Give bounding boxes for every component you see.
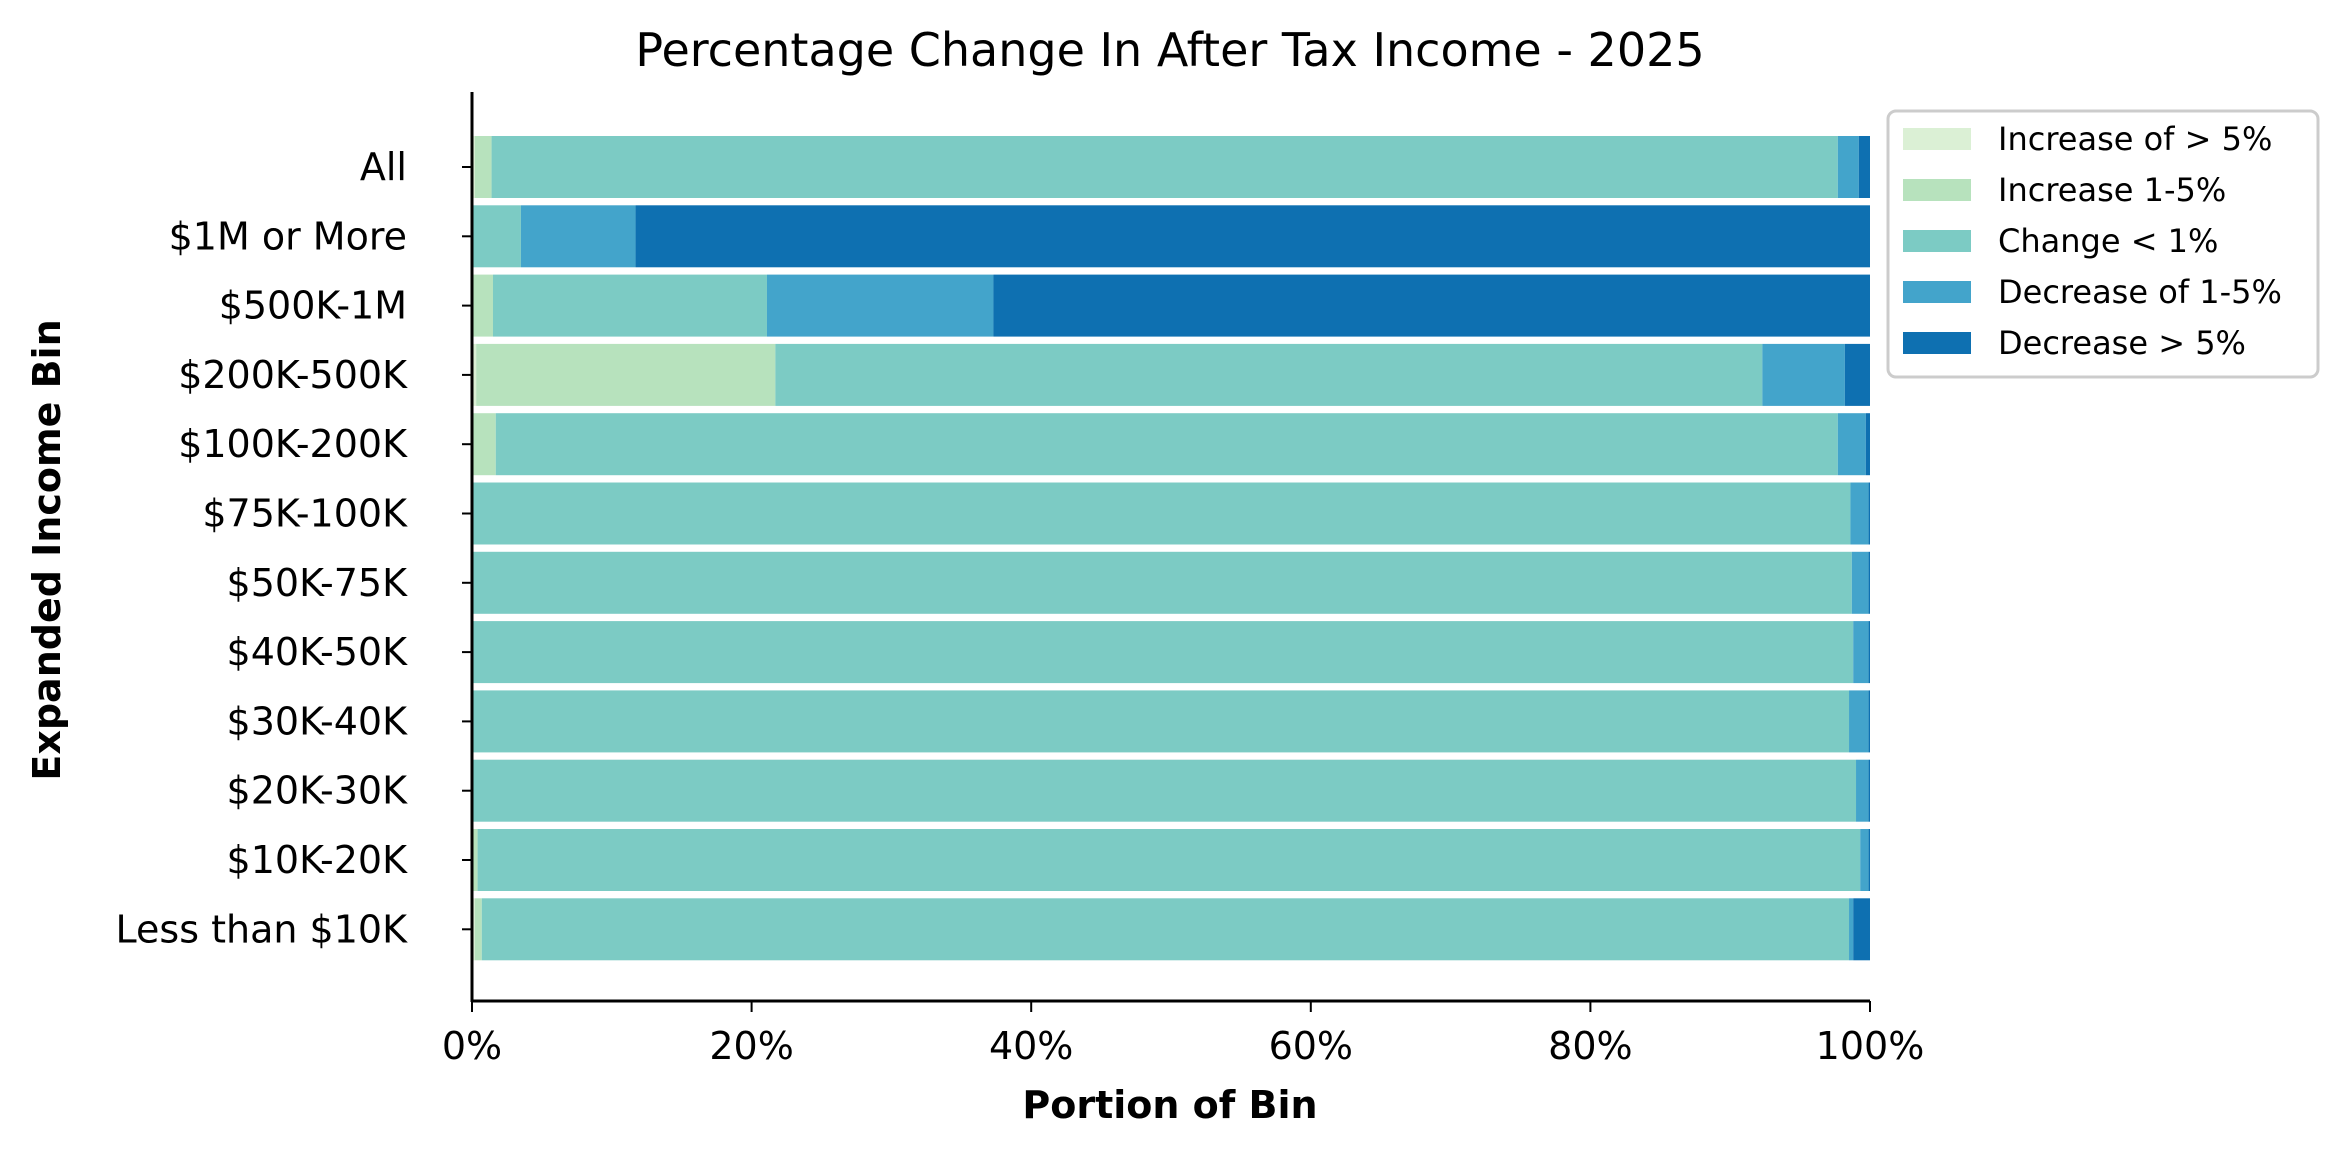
- x-tick-label: 40%: [989, 1024, 1073, 1068]
- x-axis-ticks: 0% 20% 40% 60% 80% 100%: [442, 1001, 1924, 1068]
- y-tick-label: $100K-200K: [178, 422, 408, 466]
- bar-segment-40k-50k-decrease-of-1-5: [1853, 621, 1869, 684]
- legend-items: Increase of > 5% Increase 1-5% Change < 1%…: [1903, 120, 2282, 362]
- y-tick-label: $500K-1M: [219, 284, 407, 328]
- bar-segment-200k-500k-decrease-of-1-5: [1762, 343, 1845, 406]
- bar-segment-all-increase-1-5: [474, 136, 492, 198]
- bar-segment-30k-40k-change-1: [472, 690, 1850, 753]
- legend-label-change-1: Change < 1%: [1998, 222, 2218, 260]
- y-tick-label: $50K-75K: [227, 561, 409, 605]
- bar-segment-10k-20k-increase-1-5: [473, 829, 478, 891]
- bar-segment-1m-or-more-change-1: [472, 205, 521, 268]
- bar-segment-20k-30k-decrease-of-1-5: [1856, 759, 1869, 822]
- bar-segment-500k-1m-decrease-5: [993, 274, 1870, 337]
- bar-segment-200k-500k-decrease-5: [1844, 343, 1870, 406]
- bar-segment-10k-20k-decrease-5: [1868, 829, 1870, 891]
- bar-segment-100k-200k-increase-1-5: [473, 413, 496, 476]
- legend-swatch-decrease-5: [1903, 332, 1971, 354]
- bar-segment-200k-500k-increase-of-5: [472, 343, 477, 406]
- bar-segment-500k-1m-change-1: [492, 274, 767, 337]
- bar-segment-40k-50k-change-1: [472, 621, 1854, 684]
- bar-segment-all-decrease-5: [1858, 136, 1870, 198]
- bar-segment-less-than-10k-increase-1-5: [474, 898, 482, 961]
- bar-segment-less-than-10k-decrease-of-1-5: [1849, 898, 1854, 961]
- legend-label-decrease-of-1-5: Decrease of 1-5%: [1998, 273, 2282, 311]
- legend-label-increase-1-5: Increase 1-5%: [1998, 171, 2226, 209]
- x-tick-label: 20%: [709, 1024, 793, 1068]
- y-tick-label: $20K-30K: [227, 769, 409, 813]
- legend-frame: [1886, 109, 2320, 379]
- bar-segment-40k-50k-decrease-5: [1868, 621, 1870, 684]
- legend-swatch-increase-of-5: [1903, 128, 1971, 150]
- bar-segment-20k-30k-change-1: [472, 759, 1857, 822]
- bar-segment-less-than-10k-decrease-5: [1853, 898, 1870, 961]
- bars-layer: [472, 136, 1871, 961]
- bar-segment-100k-200k-decrease-5: [1865, 413, 1870, 476]
- y-tick-label: $200K-500K: [178, 353, 408, 397]
- bar-segment-200k-500k-increase-1-5: [476, 343, 776, 406]
- bar-segment-75k-100k-change-1: [472, 482, 1851, 545]
- x-tick-label: 0%: [442, 1024, 502, 1068]
- bar-segment-20k-30k-decrease-5: [1868, 759, 1870, 822]
- bar-segment-1m-or-more-decrease-5: [635, 205, 1871, 268]
- bar-segment-50k-75k-change-1: [472, 551, 1852, 614]
- bar-segment-50k-75k-decrease-of-1-5: [1851, 551, 1869, 614]
- legend-label-increase-of-5: Increase of > 5%: [1998, 120, 2272, 158]
- bar-segment-all-change-1: [491, 136, 1838, 198]
- y-tick-label: Less than $10K: [116, 907, 409, 951]
- chart-title: Percentage Change In After Tax Income - …: [635, 23, 1704, 77]
- legend-swatch-change-1: [1903, 230, 1971, 252]
- y-tick-label: $40K-50K: [227, 630, 409, 674]
- bar-segment-100k-200k-decrease-of-1-5: [1837, 413, 1866, 476]
- x-tick-label: 100%: [1816, 1024, 1925, 1068]
- bar-segment-75k-100k-decrease-5: [1868, 482, 1870, 545]
- bar-segment-30k-40k-decrease-5: [1868, 690, 1870, 753]
- bar-segment-30k-40k-decrease-of-1-5: [1849, 690, 1869, 753]
- legend-swatch-decrease-of-1-5: [1903, 281, 1971, 303]
- y-tick-label: $75K-100K: [202, 492, 408, 536]
- y-tick-label: $30K-40K: [227, 699, 409, 743]
- legend: Increase of > 5% Increase 1-5% Change < 1%…: [1886, 109, 2320, 379]
- x-tick-label: 60%: [1269, 1024, 1353, 1068]
- y-tick-label: All: [360, 145, 407, 189]
- legend-label-decrease-5: Decrease > 5%: [1998, 324, 2246, 362]
- x-tick-label: 80%: [1548, 1024, 1632, 1068]
- bar-segment-all-decrease-of-1-5: [1837, 136, 1859, 198]
- bar-segment-10k-20k-change-1: [477, 829, 1861, 891]
- bar-segment-less-than-10k-change-1: [481, 898, 1850, 961]
- bar-segment-1m-or-more-decrease-of-1-5: [520, 205, 636, 268]
- bar-segment-200k-500k-change-1: [775, 343, 1763, 406]
- bar-segment-500k-1m-decrease-of-1-5: [766, 274, 994, 337]
- legend-swatch-increase-1-5: [1903, 179, 1971, 201]
- y-tick-label: $1M or More: [169, 214, 407, 258]
- y-axis-title: Expanded Income Bin: [25, 319, 69, 780]
- y-tick-labels: All $1M or More $500K-1M $200K-500K $100K-20…: [116, 145, 472, 951]
- bar-segment-50k-75k-decrease-5: [1868, 551, 1870, 614]
- y-tick-label: $10K-20K: [227, 838, 409, 882]
- x-axis-title: Portion of Bin: [1022, 1083, 1317, 1127]
- bar-segment-100k-200k-change-1: [495, 413, 1838, 476]
- bar-segment-500k-1m-increase-1-5: [472, 274, 493, 337]
- bar-segment-75k-100k-decrease-of-1-5: [1850, 482, 1869, 545]
- bar-segment-10k-20k-decrease-of-1-5: [1860, 829, 1869, 891]
